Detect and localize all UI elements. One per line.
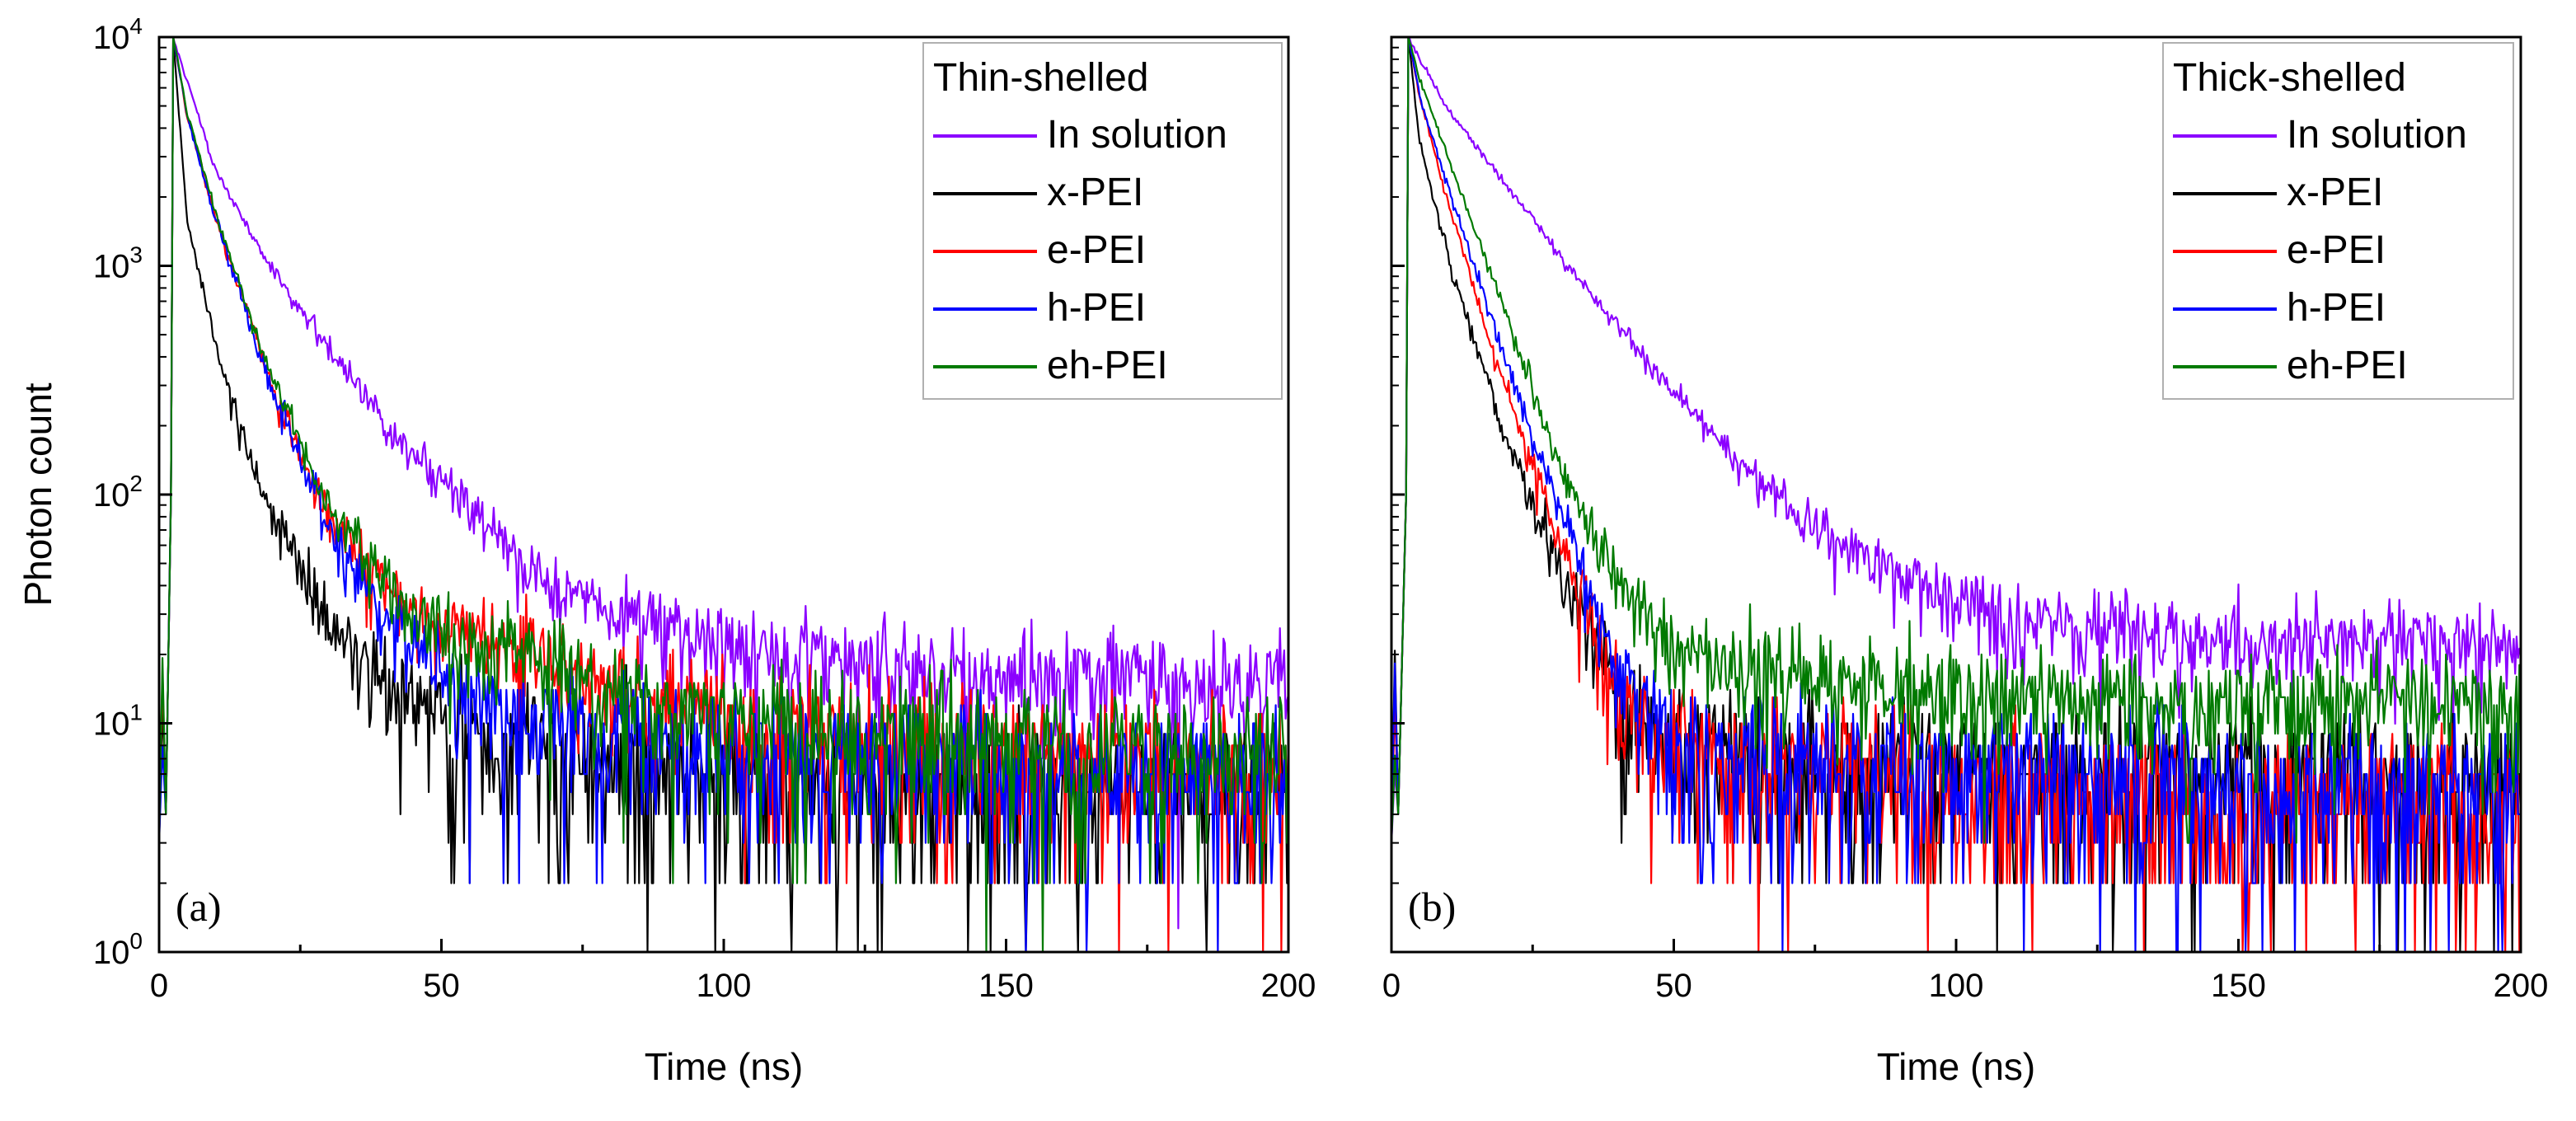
y-axis-title: Photon count xyxy=(16,382,59,606)
legend-label: e-PEI xyxy=(1047,228,1146,272)
panel-label: (b) xyxy=(1408,884,1456,930)
x-tick-label: 0 xyxy=(1382,968,1401,1004)
legend-box xyxy=(2162,42,2514,400)
legend-label: x-PEI xyxy=(1047,171,1143,214)
series-line-in-solution xyxy=(1391,37,2521,843)
legend-title: Thick-shelled xyxy=(2173,56,2406,100)
x-tick-label: 50 xyxy=(423,968,460,1004)
x-tick-label: 50 xyxy=(1655,968,1692,1004)
y-tick-label: 101 xyxy=(93,700,143,743)
x-tick-label: 150 xyxy=(978,968,1034,1004)
legend: Thin-shelled In solution x-PEI e-PEI h-PEI eh… xyxy=(922,42,1283,400)
legend-title: Thin-shelled xyxy=(933,56,1148,100)
y-ticks xyxy=(159,35,172,954)
x-tick-label: 100 xyxy=(697,968,752,1004)
y-tick-label: 104 xyxy=(93,13,143,56)
panel-b: 0 50 100 150 200 Time (ns) (b) Thick-shelled In … xyxy=(1382,35,2549,1088)
legend-label: x-PEI xyxy=(2287,171,2383,214)
legend-label: e-PEI xyxy=(2287,228,2386,272)
y-tick-label: 103 xyxy=(93,242,143,285)
y-ticks xyxy=(1391,35,1405,954)
plot-area xyxy=(159,37,1288,952)
x-ticks xyxy=(1390,939,2522,952)
legend-box xyxy=(922,42,1283,400)
series-line-in-solution xyxy=(159,37,1288,930)
legend-label: In solution xyxy=(2287,113,2467,157)
y-tick-label: 102 xyxy=(93,471,143,514)
legend: Thick-shelled In solution x-PEI e-PEI h-PEI e… xyxy=(2162,42,2514,400)
x-tick-label: 0 xyxy=(150,968,168,1004)
panel-a: 0 50 100 150 200 100 101 102 103 104 Time (ns) Phot… xyxy=(16,13,1316,1088)
x-tick-label: 200 xyxy=(1261,968,1316,1004)
panel-label: (a) xyxy=(176,884,222,930)
plot-area xyxy=(1391,37,2521,952)
x-axis-title: Time (ns) xyxy=(645,1045,804,1088)
x-tick-label: 150 xyxy=(2211,968,2266,1004)
legend-label: eh-PEI xyxy=(2287,344,2408,387)
x-axis-title: Time (ns) xyxy=(1877,1045,2036,1088)
legend-label: eh-PEI xyxy=(1047,344,1168,387)
series-line-h-pei xyxy=(1391,37,2521,952)
x-tick-label: 200 xyxy=(2494,968,2549,1004)
legend-label: In solution xyxy=(1047,113,1227,157)
y-tick-label: 100 xyxy=(93,928,143,971)
legend-label: h-PEI xyxy=(1047,286,1146,330)
x-ticks xyxy=(157,939,1290,952)
series-line-eh-pei xyxy=(1391,37,2521,844)
x-tick-label: 100 xyxy=(1929,968,1984,1004)
legend-label: h-PEI xyxy=(2287,286,2386,330)
series-line-eh-pei xyxy=(159,37,1288,952)
